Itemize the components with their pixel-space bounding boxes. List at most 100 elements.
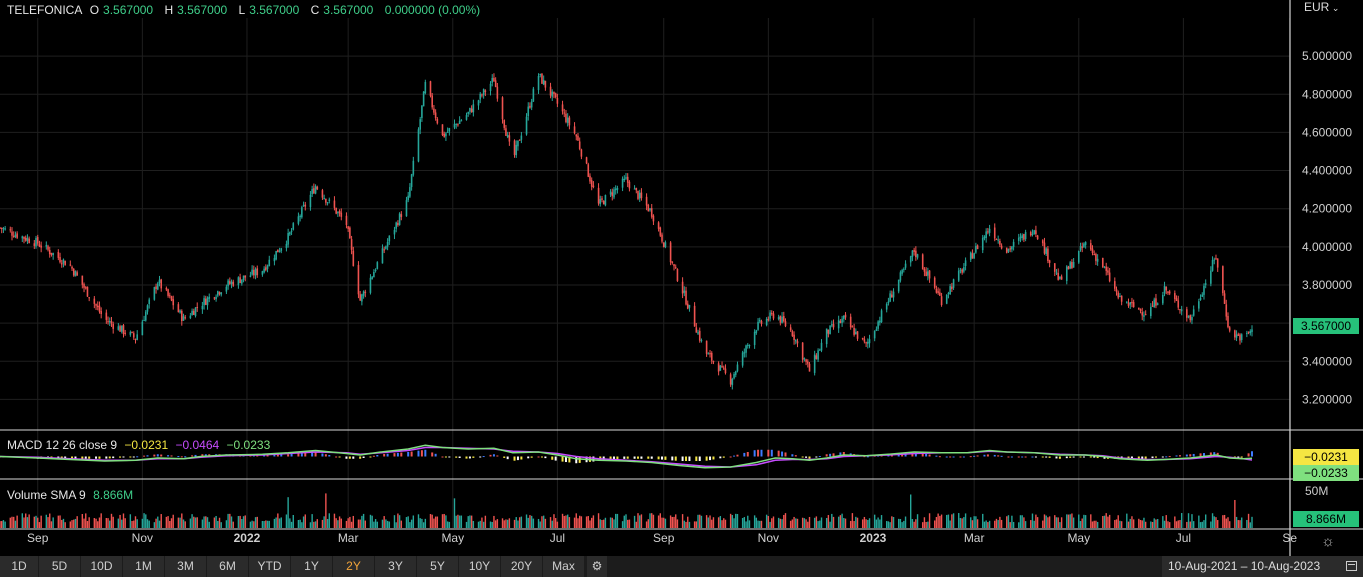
candle-body: [839, 321, 842, 323]
volume-bar: [311, 514, 313, 528]
candle-body: [179, 310, 181, 313]
volume-bar: [928, 513, 931, 528]
volume-bar: [1048, 516, 1051, 528]
volume-bar: [241, 519, 243, 528]
candle-body: [856, 331, 859, 339]
volume-bar: [1043, 514, 1046, 528]
candle-body: [841, 318, 843, 323]
macd-histogram-bar: [184, 456, 187, 458]
candle-body: [1153, 299, 1156, 308]
range-button-5y[interactable]: 5Y: [417, 556, 458, 577]
macd-histogram-bar: [794, 455, 797, 457]
range-button-2y[interactable]: 2Y: [333, 556, 374, 577]
instrument-name: TELEFONICA: [7, 3, 83, 17]
candle-body: [794, 339, 797, 342]
volume-bar: [937, 513, 939, 528]
candle-body: [311, 189, 313, 195]
volume-bar: [1079, 521, 1082, 528]
macd-histogram-bar: [300, 453, 303, 457]
candle-body: [527, 106, 530, 117]
y-tick-label: 3.400000: [1302, 354, 1352, 368]
ohlc-legend: TELEFONICA O 3.567000 H 3.567000 L 3.567000…: [7, 3, 481, 17]
currency-selector[interactable]: EUR ⌄: [1304, 0, 1340, 14]
candle-body: [107, 321, 109, 323]
macd-histogram-bar: [194, 454, 197, 457]
candle-body: [165, 288, 168, 290]
volume-bar: [290, 521, 293, 528]
macd-histogram-bar: [746, 452, 749, 457]
volume-bar: [527, 517, 529, 528]
volume-bar: [52, 517, 54, 528]
volume-bar: [901, 522, 903, 528]
volume-bar: [141, 518, 144, 528]
macd-histogram-bar: [674, 456, 677, 461]
range-button-1d[interactable]: 1D: [0, 556, 38, 577]
candle-body: [1009, 248, 1011, 250]
macd-histogram-bar: [626, 456, 629, 459]
volume-bar: [959, 518, 962, 528]
macd-histogram-bar: [753, 450, 756, 457]
macd-histogram-bar: [153, 454, 156, 457]
volume-bar: [669, 515, 672, 528]
volume-bar: [357, 519, 360, 528]
volume-bar: [237, 516, 240, 528]
volume-bar: [333, 513, 336, 528]
macd-histogram-bar: [1065, 456, 1068, 459]
date-range-picker[interactable]: 10-Aug-2021 – 10-Aug-2023: [1162, 556, 1363, 577]
volume-bar: [803, 518, 806, 528]
candle-body: [321, 190, 324, 198]
candle-body: [285, 243, 288, 249]
brightness-icon[interactable]: ☼: [1321, 533, 1335, 550]
candle-body: [515, 144, 518, 156]
candle-body: [782, 316, 785, 322]
candle-body: [460, 120, 463, 122]
gear-icon[interactable]: ⚙: [587, 556, 607, 577]
macd-histogram-bar: [609, 456, 612, 461]
candle-body: [661, 234, 663, 242]
volume-bar: [364, 520, 367, 528]
range-button-ytd[interactable]: YTD: [249, 556, 290, 577]
macd-histogram-bar: [180, 456, 183, 458]
candle-body: [196, 306, 199, 308]
candle-body: [88, 297, 90, 299]
range-button-10d[interactable]: 10D: [81, 556, 122, 577]
volume-bar: [263, 521, 265, 528]
volume-bar: [853, 521, 855, 528]
candle-body: [280, 248, 283, 251]
macd-histogram-bar: [177, 456, 180, 458]
range-button-max[interactable]: Max: [543, 556, 584, 577]
range-button-3m[interactable]: 3M: [165, 556, 206, 577]
volume-bar: [458, 515, 461, 528]
candle-body: [745, 345, 747, 353]
volume-bar: [623, 515, 625, 528]
candle-body: [412, 160, 415, 175]
volume-bar: [340, 518, 342, 528]
candle-body: [108, 321, 111, 323]
candle-body: [928, 270, 931, 279]
volume-bar: [829, 521, 831, 528]
volume-bar: [265, 520, 267, 528]
range-button-20y[interactable]: 20Y: [501, 556, 542, 577]
candle-body: [693, 305, 696, 327]
range-button-10y[interactable]: 10Y: [459, 556, 500, 577]
range-button-3y[interactable]: 3Y: [375, 556, 416, 577]
candle-body: [611, 192, 614, 196]
volume-bar: [254, 517, 257, 528]
candle-body: [129, 332, 132, 335]
macd-histogram-bar: [201, 454, 204, 457]
range-button-1m[interactable]: 1M: [123, 556, 164, 577]
candle-body: [616, 187, 619, 190]
range-button-5d[interactable]: 5D: [39, 556, 80, 577]
range-button-6m[interactable]: 6M: [207, 556, 248, 577]
candle-body: [76, 272, 78, 276]
macd-histogram-bar: [311, 452, 314, 457]
candle-body: [1069, 262, 1072, 269]
volume-bar: [525, 514, 528, 528]
range-button-1y[interactable]: 1Y: [291, 556, 332, 577]
candle-body: [1162, 294, 1164, 304]
volume-bar: [349, 516, 351, 528]
volume-bar: [181, 513, 183, 528]
macd-histogram-bar: [1189, 454, 1192, 457]
candle-body: [193, 310, 195, 315]
